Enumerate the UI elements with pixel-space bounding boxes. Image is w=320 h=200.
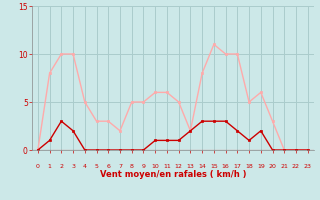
X-axis label: Vent moyen/en rafales ( km/h ): Vent moyen/en rafales ( km/h ) — [100, 170, 246, 179]
